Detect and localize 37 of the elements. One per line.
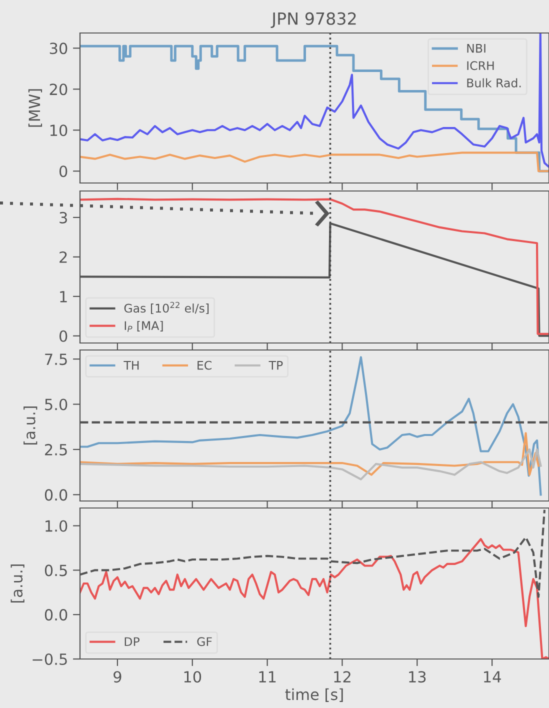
y-tick-label: 0.0 (44, 489, 68, 501)
y-tick-label: 30 (50, 42, 68, 54)
y-axis-title: [MW] (28, 89, 42, 127)
y-tick-label: 0 (59, 166, 68, 178)
x-tick-label: 11 (259, 671, 276, 682)
x-axis-title: time [s] (285, 688, 343, 702)
y-axis-title: [a.u.] (24, 406, 38, 445)
legend-label: Bulk Rad. (467, 78, 521, 88)
x-tick-label: 10 (184, 671, 202, 683)
y-tick-label: 0.0 (44, 609, 68, 621)
y-tick-label: 0.5 (44, 564, 67, 576)
x-tick-label: 12 (334, 671, 350, 682)
x-tick-label: 9 (114, 671, 122, 683)
chart-title: JPN 97832 (270, 12, 356, 28)
legend-label: TP (268, 360, 283, 370)
x-tick-label: 14 (484, 671, 501, 682)
y-tick-label: 0 (59, 330, 68, 342)
y-tick-label: 1 (60, 291, 67, 302)
y-tick-label: 20 (50, 84, 68, 96)
y-tick-label: 2.5 (45, 444, 67, 456)
y-tick-label: −0.5 (32, 653, 67, 666)
y-tick-label: 2 (60, 251, 67, 263)
legend-label: EC (198, 360, 212, 370)
x-tick-label: 13 (409, 671, 426, 683)
legend-label: DP (124, 637, 140, 646)
y-tick-label: 7.5 (45, 354, 67, 366)
y-tick-label: 1.0 (46, 520, 68, 532)
legend-label: TH (124, 360, 139, 370)
y-tick-label: 3 (60, 212, 67, 224)
legend-label: GF (197, 637, 212, 646)
legend-label: ICRH (467, 61, 494, 70)
y-tick-label: 10 (50, 124, 68, 136)
legend-label: I$_{P}$ [MA] (124, 320, 163, 332)
y-tick-label: 5.0 (45, 398, 68, 410)
legend-label: Gas [10$^{22}$ el/s] (124, 302, 209, 314)
y-axis-title: [a.u.] (10, 564, 24, 603)
legend-label: NBI (467, 44, 486, 53)
